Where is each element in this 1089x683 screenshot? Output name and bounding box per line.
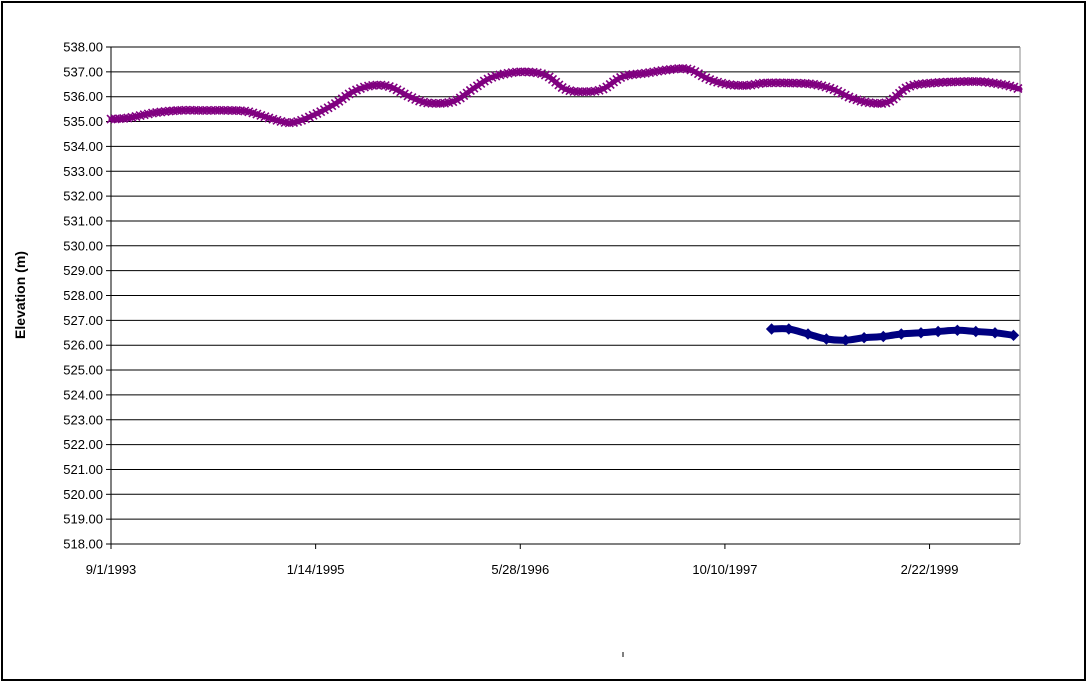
- data-point: [767, 78, 777, 88]
- data-point: [970, 325, 982, 338]
- x-tick-label: 10/10/1997: [692, 562, 757, 577]
- y-tick-label: 533.00: [63, 164, 103, 179]
- data-point: [198, 105, 208, 115]
- data-point: [1013, 83, 1023, 94]
- data-point: [573, 87, 583, 97]
- data-point: [771, 78, 781, 88]
- x-tick-label: 2/22/1999: [901, 562, 959, 577]
- data-point: [872, 98, 883, 109]
- data-point: [193, 105, 204, 115]
- data-point: [227, 105, 237, 116]
- x-tick-label: 9/1/1993: [86, 562, 137, 577]
- y-tick-label: 521.00: [63, 462, 103, 477]
- elevation-chart: 518.00 519.00 520.00 521.00 522.00 523.00 524.…: [12, 40, 1023, 657]
- data-point: [858, 331, 870, 344]
- y-tick-label: 520.00: [63, 487, 103, 502]
- data-point: [877, 330, 890, 343]
- x-tick-label: 1/14/1995: [287, 562, 345, 577]
- data-point: [967, 76, 977, 87]
- data-point: [577, 87, 587, 97]
- series-2: [765, 323, 1020, 346]
- data-point: [783, 323, 795, 335]
- data-point: [820, 333, 833, 345]
- y-tick-label: 528.00: [63, 288, 103, 303]
- y-tick-label: 534.00: [63, 139, 103, 154]
- data-point: [202, 105, 212, 115]
- data-point: [372, 80, 382, 90]
- y-tick-label: 530.00: [63, 238, 103, 253]
- data-point: [915, 327, 927, 339]
- data-point: [181, 105, 191, 115]
- y-tick-label: 522.00: [63, 437, 103, 452]
- data-point: [516, 67, 526, 77]
- y-tick-label: 526.00: [63, 338, 103, 353]
- y-tick-label: 538.00: [63, 40, 103, 55]
- y-tick-label: 518.00: [63, 537, 103, 552]
- data-point: [989, 327, 1001, 339]
- data-point: [963, 76, 973, 87]
- y-tick-label: 536.00: [63, 89, 103, 104]
- data-point: [210, 105, 220, 115]
- y-tick-label: 524.00: [63, 387, 103, 402]
- y-tick-label: 527.00: [63, 313, 103, 328]
- y-tick-label: 535.00: [63, 114, 103, 129]
- data-point: [765, 323, 778, 335]
- y-tick-label: 531.00: [63, 213, 103, 228]
- series-1: [106, 63, 1023, 128]
- y-tick-label: 519.00: [63, 512, 103, 527]
- data-point: [737, 80, 748, 91]
- y-tick-label: 525.00: [63, 363, 103, 378]
- data-point: [431, 98, 441, 108]
- data-point: [802, 328, 814, 340]
- y-tick-label: 529.00: [63, 263, 103, 278]
- data-point: [1007, 329, 1020, 342]
- data-point: [839, 334, 852, 346]
- y-tick-label: 523.00: [63, 412, 103, 427]
- y-axis-title: Elevation (m): [12, 251, 28, 339]
- x-tick-label: 5/28/1996: [491, 562, 549, 577]
- y-tick-label: 537.00: [63, 64, 103, 79]
- data-point: [932, 325, 944, 338]
- y-tick-label: 532.00: [63, 189, 103, 204]
- data-point: [214, 105, 225, 115]
- data-point: [951, 324, 964, 337]
- data-point: [895, 328, 908, 340]
